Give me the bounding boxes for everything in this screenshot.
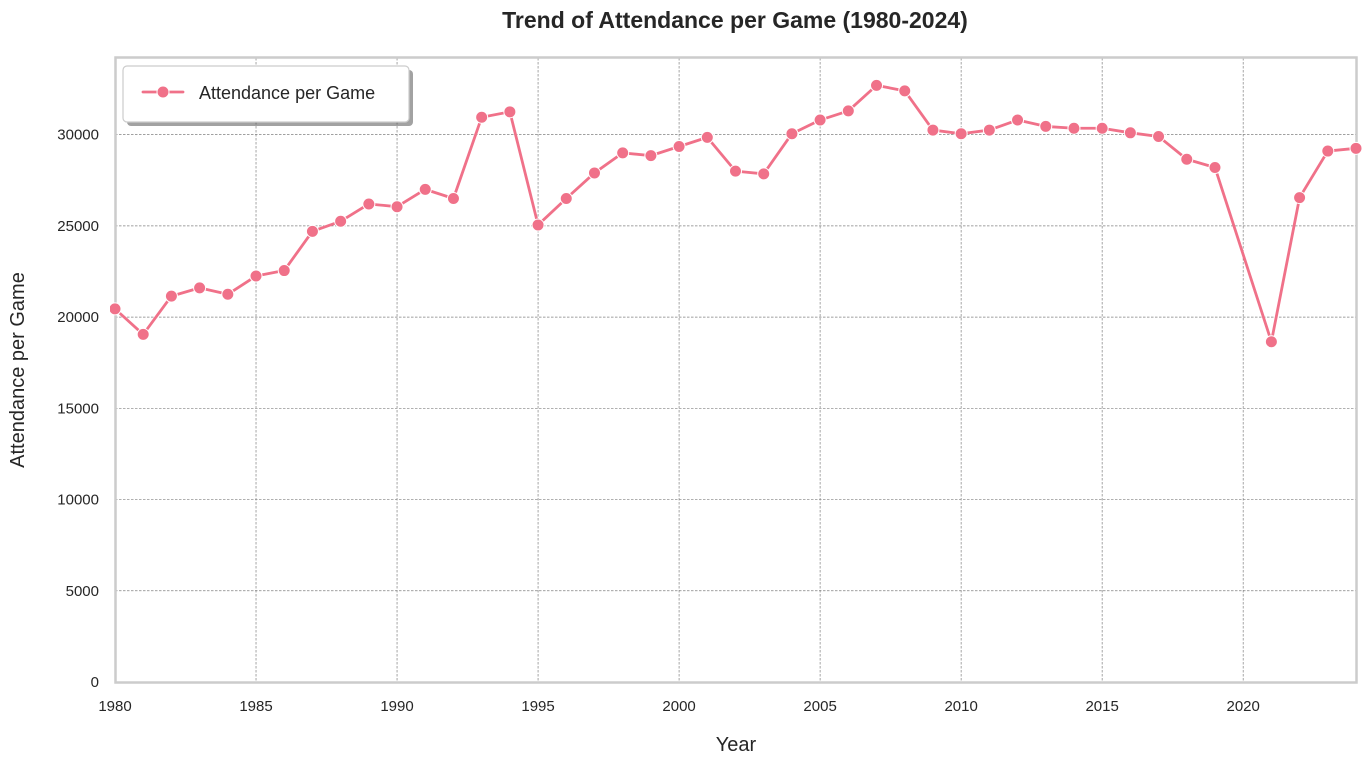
- axis-ticks: 1980 1985 1990 1995 2000 2005 2010 2015 2020 0 500…: [57, 127, 1260, 715]
- data-point: [644, 149, 658, 163]
- data-point: [110, 302, 122, 316]
- y-tick-label: 25000: [57, 218, 99, 235]
- data-point: [1123, 126, 1137, 140]
- data-point: [954, 127, 968, 141]
- data-point: [531, 218, 545, 232]
- x-tick-label: 2015: [1085, 698, 1118, 715]
- data-point: [1264, 335, 1278, 349]
- plot-frame: [114, 56, 1358, 684]
- data-point: [1180, 152, 1194, 166]
- data-point: [1349, 141, 1362, 155]
- data-point: [164, 289, 178, 303]
- data-point: [475, 110, 489, 124]
- data-point: [587, 166, 601, 180]
- x-tick-label: 2020: [1226, 698, 1259, 715]
- data-point: [785, 127, 799, 141]
- data-point: [334, 214, 348, 228]
- data-point: [729, 164, 742, 178]
- y-tick-label: 0: [91, 674, 99, 691]
- data-point: [672, 139, 686, 153]
- data-point: [446, 191, 460, 205]
- data-point: [898, 84, 912, 98]
- series-attendance-per-game: [110, 78, 1362, 349]
- data-point: [221, 287, 235, 301]
- data-point: [1039, 119, 1053, 133]
- data-point: [1321, 144, 1335, 158]
- data-point: [305, 224, 319, 238]
- data-point: [700, 130, 714, 144]
- chart-title: Trend of Attendance per Game (1980-2024): [502, 7, 968, 33]
- y-tick-label: 10000: [57, 492, 99, 509]
- x-tick-label: 1980: [98, 698, 131, 715]
- x-tick-label: 2000: [662, 698, 695, 715]
- legend-label: Attendance per Game: [199, 83, 375, 103]
- x-tick-label: 1985: [239, 698, 272, 715]
- x-tick-label: 1990: [380, 698, 413, 715]
- y-tick-label: 15000: [57, 400, 99, 417]
- data-point: [503, 105, 517, 119]
- data-point: [249, 269, 263, 283]
- data-point: [1293, 191, 1307, 205]
- x-axis-label: Year: [716, 734, 757, 756]
- data-point: [841, 104, 855, 118]
- data-point: [559, 191, 573, 205]
- data-point: [757, 167, 771, 181]
- y-tick-label: 20000: [57, 309, 99, 326]
- data-point: [1095, 121, 1109, 135]
- legend-box: [122, 65, 410, 123]
- data-point: [136, 327, 150, 341]
- data-point: [193, 281, 207, 295]
- data-point: [616, 146, 630, 160]
- data-point: [982, 123, 996, 137]
- data-point: [1152, 129, 1166, 143]
- data-point: [1208, 160, 1222, 174]
- data-point: [870, 78, 884, 92]
- x-tick-label: 2005: [803, 698, 836, 715]
- y-tick-label: 5000: [66, 583, 99, 600]
- x-tick-label: 2010: [944, 698, 977, 715]
- legend: Attendance per Game: [122, 65, 413, 126]
- data-point: [277, 264, 291, 278]
- data-point: [418, 182, 432, 196]
- data-point: [1011, 113, 1025, 127]
- legend-marker-swatch: [156, 85, 170, 99]
- data-point: [1067, 121, 1081, 135]
- data-point: [926, 123, 940, 137]
- y-tick-label: 30000: [57, 127, 99, 144]
- data-point: [362, 197, 376, 211]
- data-point: [813, 113, 827, 127]
- x-tick-label: 1995: [521, 698, 554, 715]
- y-axis-label: Attendance per Game: [7, 272, 29, 468]
- data-point: [390, 200, 404, 214]
